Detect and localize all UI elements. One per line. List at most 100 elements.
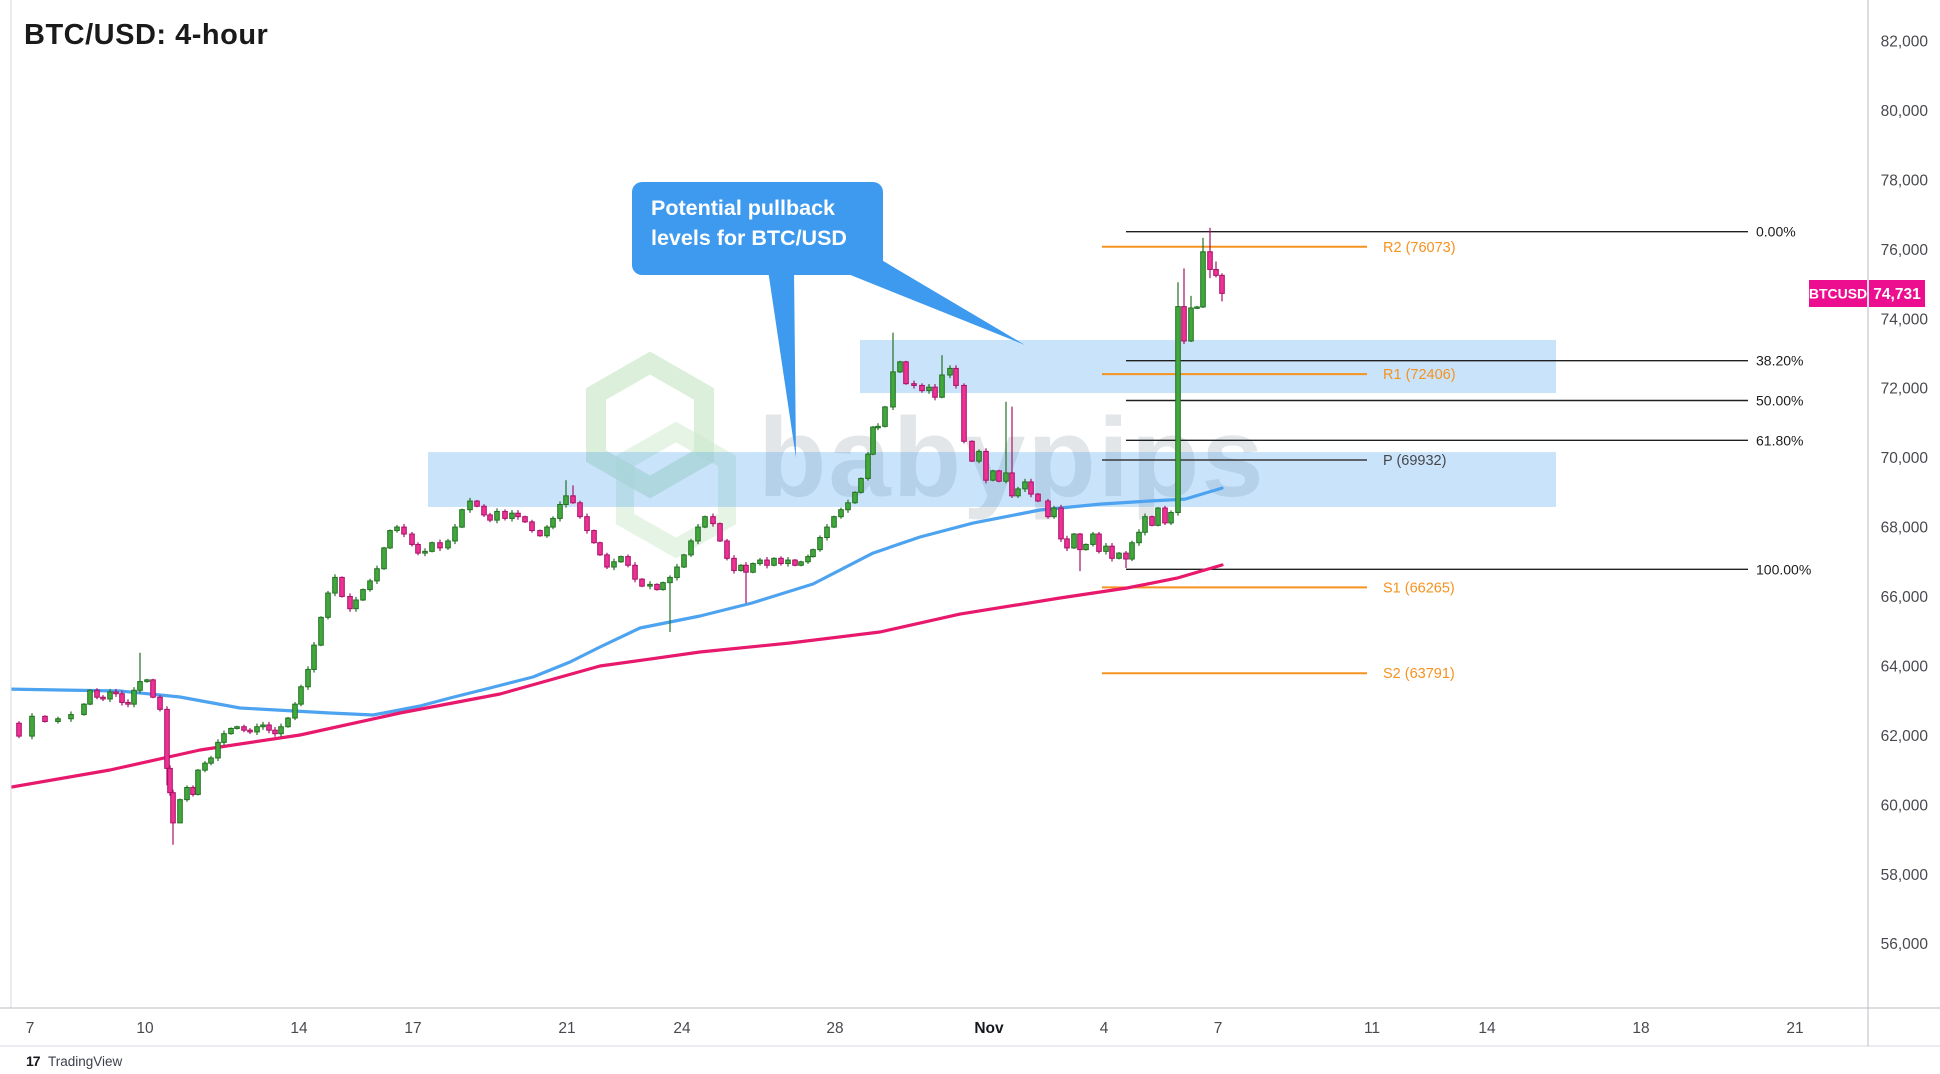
candle-body-up	[611, 561, 617, 568]
candle-body-up	[785, 559, 791, 565]
candle	[1116, 552, 1122, 560]
candle	[401, 523, 407, 538]
candle-body-down	[953, 367, 959, 386]
callout-annotation[interactable]: Potential pullback levels for BTC/USD	[632, 182, 1025, 458]
candle	[1090, 531, 1096, 547]
candle-body-up	[1194, 306, 1200, 309]
symbol-tag-label: BTCUSD	[1809, 286, 1867, 302]
date-tick-28: 28	[826, 1020, 843, 1037]
candle-body-up	[738, 564, 744, 571]
candle	[113, 688, 119, 697]
candle-body-down	[339, 576, 345, 598]
candle-body-down	[625, 556, 631, 566]
price-tick-56,000: 56,000	[1881, 936, 1929, 953]
candle	[618, 555, 624, 563]
time-scale[interactable]: 7 10 14 17 21 24 28 Nov 4 7 11 14 18 21	[26, 1020, 1804, 1037]
candle	[792, 559, 798, 567]
candle-body-down	[409, 533, 415, 545]
candle	[805, 554, 811, 564]
candle	[597, 541, 603, 556]
candle	[55, 716, 61, 724]
candle-body-up	[285, 717, 291, 728]
candle	[107, 688, 113, 703]
candle	[798, 560, 804, 567]
candle	[845, 499, 851, 513]
candle-body-up	[838, 509, 844, 518]
candle	[1207, 227, 1213, 279]
candle	[947, 365, 953, 379]
candle	[387, 529, 393, 549]
candle	[911, 380, 917, 389]
candle	[570, 485, 576, 504]
candle	[1188, 295, 1194, 343]
candle-body-up	[195, 769, 201, 795]
tradingview-wordmark: TradingView	[48, 1054, 123, 1069]
candle-body-up	[947, 367, 953, 376]
candle	[695, 523, 701, 545]
candle-body-down	[1077, 533, 1083, 551]
candle	[764, 556, 770, 569]
candle-body-down	[961, 384, 967, 442]
candle-body-up	[144, 679, 150, 683]
candle-body-up	[107, 691, 113, 700]
candle	[717, 522, 723, 543]
price-scale[interactable]: 82,000 80,000 78,000 76,000 74,000 72,000 70,0…	[1881, 34, 1929, 954]
candle	[1015, 486, 1021, 498]
candle	[1109, 543, 1115, 562]
candle-body-up	[798, 561, 804, 566]
candle-body-up	[509, 512, 515, 519]
candle	[932, 384, 938, 401]
candle-body-up	[757, 559, 763, 565]
candle	[674, 563, 680, 581]
candle	[660, 581, 666, 591]
candle-body-down	[584, 516, 590, 532]
price-tick-64,000: 64,000	[1881, 658, 1929, 675]
candle-body-down	[437, 542, 443, 549]
chart-borders	[0, 0, 1940, 1047]
candle-body-up	[976, 450, 982, 462]
candle-body-down	[167, 767, 173, 794]
babypips-hexagon-icon	[616, 421, 736, 559]
candle	[164, 706, 170, 786]
candle-body-up	[1129, 542, 1135, 560]
candle	[254, 723, 260, 736]
pivot-label-S1: S1 (66265)	[1383, 580, 1455, 596]
pullback-zone-1[interactable]	[860, 339, 1556, 394]
candle-body-up	[1175, 306, 1181, 513]
candle	[509, 510, 515, 522]
candle	[81, 703, 87, 716]
candle-body-down	[731, 557, 737, 571]
candle	[515, 510, 521, 520]
callout-box[interactable]	[632, 182, 883, 275]
candle	[1064, 535, 1070, 552]
price-tick-60,000: 60,000	[1881, 797, 1929, 814]
tradingview-logo[interactable]: 17 TradingView	[26, 1053, 123, 1069]
candle	[208, 755, 214, 766]
candle-body-up	[870, 426, 876, 455]
candle	[577, 500, 583, 519]
candle	[611, 558, 617, 571]
candle	[190, 785, 196, 797]
candle	[502, 509, 508, 521]
candle-body-up	[1083, 543, 1089, 551]
candle-body-down	[1064, 538, 1070, 549]
candle-body-down	[241, 726, 247, 731]
symbol-tag-bg	[1809, 280, 1867, 307]
candle	[16, 721, 22, 739]
candle	[137, 652, 143, 694]
candle-body-up	[29, 715, 35, 737]
babypips-hexagon-icon	[586, 351, 714, 499]
candle	[144, 678, 150, 683]
candle	[474, 500, 480, 508]
candle-body-up	[374, 568, 380, 582]
candle	[976, 449, 982, 464]
candle-body-up	[311, 644, 317, 670]
candle-body-up	[1103, 545, 1109, 552]
candle-body-up	[445, 540, 451, 549]
candle-body-down	[190, 786, 196, 795]
candle-body-up	[234, 726, 240, 729]
candle-body-up	[845, 502, 851, 511]
candle-body-up	[1015, 488, 1021, 497]
candle-body-up	[208, 757, 214, 764]
